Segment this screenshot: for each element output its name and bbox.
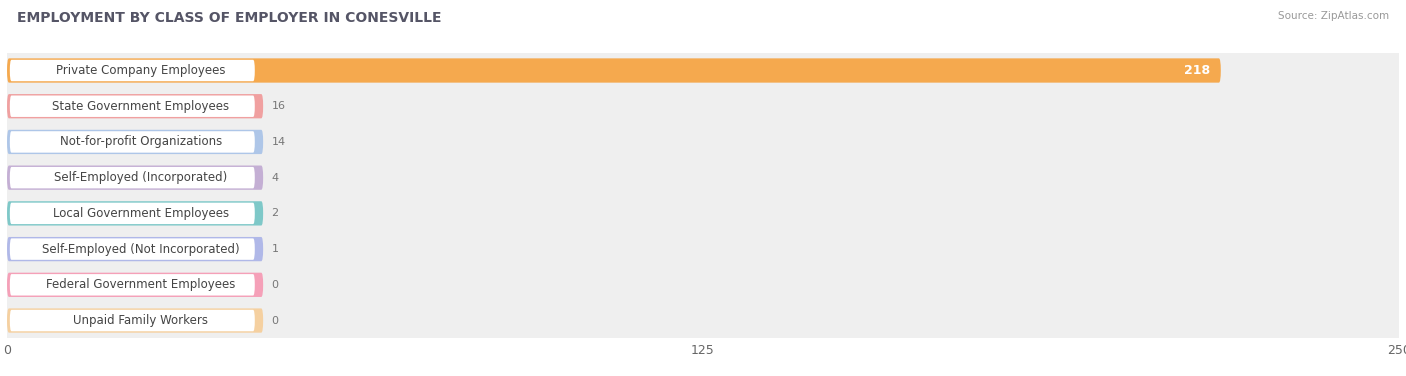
FancyBboxPatch shape [10, 96, 254, 117]
Text: 2: 2 [271, 208, 278, 218]
FancyBboxPatch shape [7, 308, 263, 333]
Text: 16: 16 [271, 101, 285, 111]
FancyBboxPatch shape [10, 238, 254, 260]
Text: Private Company Employees: Private Company Employees [56, 64, 225, 77]
Text: Not-for-profit Organizations: Not-for-profit Organizations [59, 135, 222, 149]
Text: Self-Employed (Not Incorporated): Self-Employed (Not Incorporated) [42, 243, 239, 256]
FancyBboxPatch shape [0, 91, 1406, 265]
Text: Source: ZipAtlas.com: Source: ZipAtlas.com [1278, 11, 1389, 21]
FancyBboxPatch shape [10, 60, 254, 81]
FancyBboxPatch shape [0, 233, 1406, 376]
FancyBboxPatch shape [7, 201, 263, 226]
FancyBboxPatch shape [0, 19, 1406, 193]
FancyBboxPatch shape [10, 131, 254, 153]
FancyBboxPatch shape [7, 94, 263, 118]
FancyBboxPatch shape [10, 167, 254, 188]
Text: EMPLOYMENT BY CLASS OF EMPLOYER IN CONESVILLE: EMPLOYMENT BY CLASS OF EMPLOYER IN CONES… [17, 11, 441, 25]
Text: Federal Government Employees: Federal Government Employees [46, 278, 235, 291]
FancyBboxPatch shape [0, 162, 1406, 336]
FancyBboxPatch shape [10, 274, 254, 296]
FancyBboxPatch shape [7, 58, 1220, 83]
Text: State Government Employees: State Government Employees [52, 100, 229, 113]
Text: 0: 0 [271, 315, 278, 326]
FancyBboxPatch shape [0, 55, 1406, 229]
Text: 4: 4 [271, 173, 278, 183]
FancyBboxPatch shape [0, 126, 1406, 300]
Text: 14: 14 [271, 137, 285, 147]
FancyBboxPatch shape [7, 273, 263, 297]
FancyBboxPatch shape [10, 310, 254, 331]
FancyBboxPatch shape [0, 0, 1406, 158]
Text: 218: 218 [1184, 64, 1209, 77]
Text: 1: 1 [271, 244, 278, 254]
Text: Unpaid Family Workers: Unpaid Family Workers [73, 314, 208, 327]
FancyBboxPatch shape [10, 203, 254, 224]
FancyBboxPatch shape [7, 130, 263, 154]
FancyBboxPatch shape [7, 237, 263, 261]
FancyBboxPatch shape [7, 165, 263, 190]
Text: Self-Employed (Incorporated): Self-Employed (Incorporated) [53, 171, 228, 184]
Text: 0: 0 [271, 280, 278, 290]
Text: Local Government Employees: Local Government Employees [52, 207, 229, 220]
FancyBboxPatch shape [0, 198, 1406, 372]
